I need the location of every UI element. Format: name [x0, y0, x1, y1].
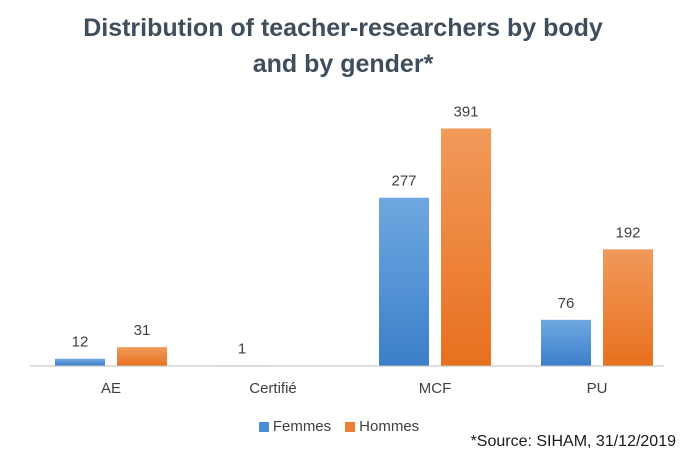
bar-hommes-0 — [117, 347, 167, 366]
data-label-femmes-2: 277 — [391, 173, 416, 190]
bar-femmes-3 — [541, 319, 591, 366]
bar-hommes-2 — [441, 128, 491, 366]
category-label-3: PU — [587, 380, 608, 397]
data-label-femmes-1: 1 — [238, 340, 246, 357]
data-label-hommes-0: 31 — [134, 322, 151, 339]
chart-title-line-2: and by gender* — [252, 50, 434, 78]
legend-label-hommes: Hommes — [359, 418, 420, 435]
bar-femmes-2 — [379, 197, 429, 366]
category-label-0: AE — [101, 380, 121, 397]
data-label-hommes-3: 192 — [615, 224, 640, 241]
data-label-femmes-3: 76 — [558, 295, 575, 312]
category-label-1: Certifié — [249, 380, 297, 397]
bar-hommes-3 — [603, 249, 653, 366]
legend-swatch-femmes — [258, 421, 269, 432]
chart-title-line-1: Distribution of teacher-researchers by b… — [83, 14, 603, 42]
bar-femmes-0 — [55, 358, 105, 366]
source-note: *Source: SIHAM, 31/12/2019 — [470, 433, 676, 450]
category-label-2: MCF — [419, 380, 452, 397]
legend-item-femmes: Femmes — [258, 418, 332, 435]
legend-label-femmes: Femmes — [272, 418, 332, 435]
legend-item-hommes: Hommes — [345, 418, 419, 435]
legend-swatch-hommes — [345, 421, 356, 432]
legend: Femmes Hommes — [0, 418, 686, 435]
data-label-hommes-2: 391 — [453, 103, 478, 120]
chart-title: Distribution of teacher-researchers by b… — [0, 10, 686, 82]
data-label-femmes-0: 12 — [72, 334, 89, 351]
